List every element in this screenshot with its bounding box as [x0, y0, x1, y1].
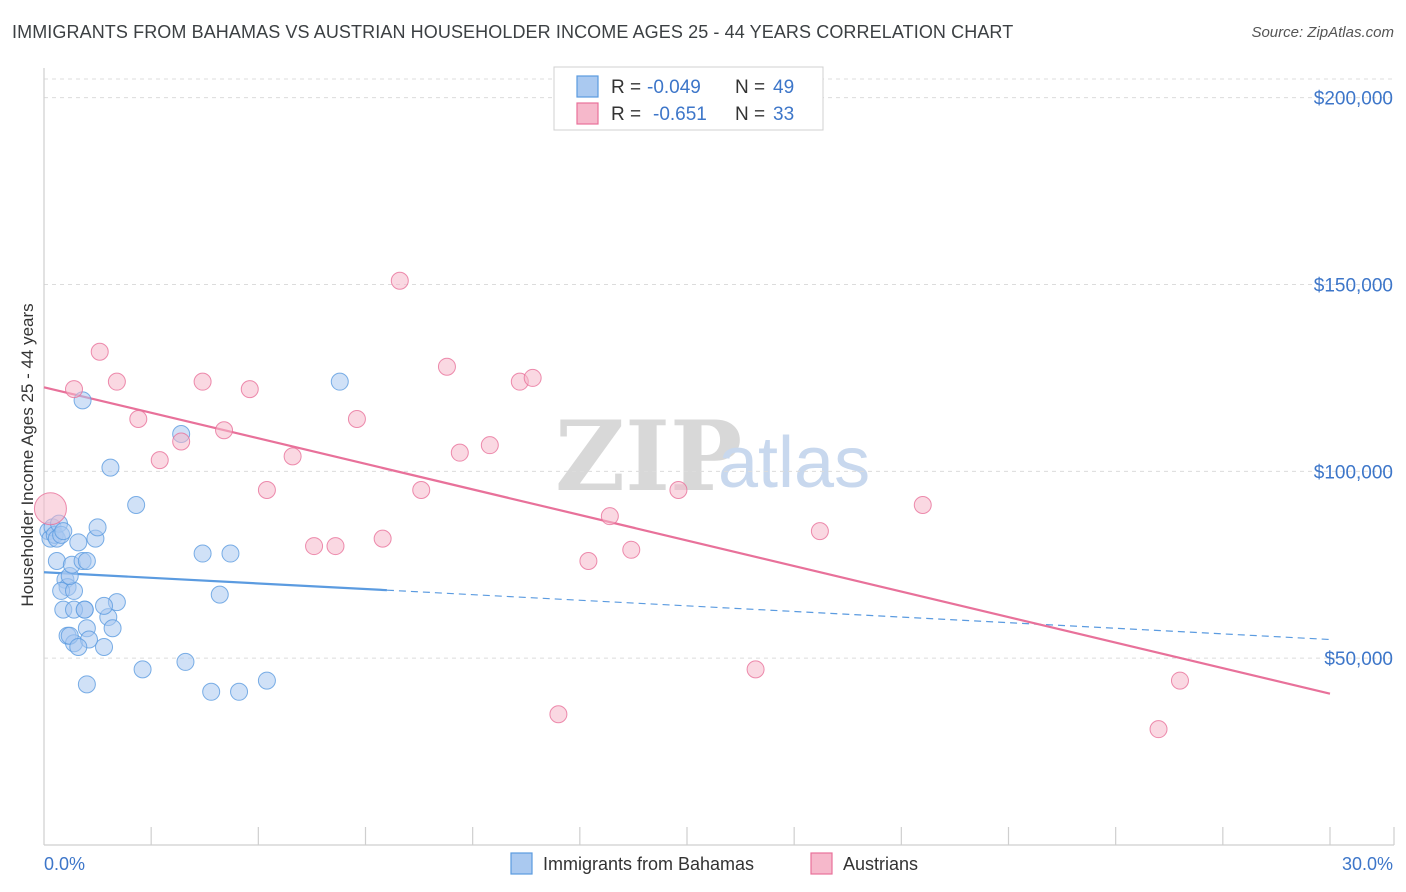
legend-swatch-austrians — [576, 102, 599, 125]
point-bahamas — [54, 522, 73, 541]
point-austrians — [579, 552, 598, 571]
point-austrians — [1170, 671, 1189, 690]
legend-r-value: -0.049 — [647, 77, 701, 98]
point-bahamas — [193, 544, 212, 563]
legend-n-value: 49 — [773, 77, 794, 98]
legend-n-label: N = — [735, 104, 765, 125]
point-bahamas — [133, 660, 152, 679]
point-bahamas — [230, 682, 249, 701]
point-austrians — [669, 481, 688, 500]
point-bahamas — [95, 596, 114, 615]
x-tick-label: 30.0% — [1342, 854, 1393, 874]
point-austrians — [107, 372, 126, 391]
legend-label-bahamas: Immigrants from Bahamas — [543, 854, 754, 874]
point-austrians — [326, 537, 345, 556]
legend-n-label: N = — [735, 77, 765, 98]
trend-line-austrians — [43, 386, 1331, 695]
chart-title: IMMIGRANTS FROM BAHAMAS VS AUSTRIAN HOUS… — [12, 22, 1014, 42]
point-austrians — [480, 436, 499, 455]
point-bahamas — [69, 637, 88, 656]
point-austrians — [549, 705, 568, 724]
point-bahamas — [69, 533, 88, 552]
y-axis-title: Householder Income Ages 25 - 44 years — [18, 303, 37, 606]
legend-swatch-austrians — [810, 852, 833, 875]
y-tick-label: $100,000 — [1314, 462, 1393, 483]
tick-labels: $50,000 $100,000 $150,000 $200,000 0.0% 30.0% — [44, 89, 1393, 874]
x-tick-label: 0.0% — [44, 854, 85, 874]
legend-swatch-bahamas — [510, 852, 533, 875]
point-bahamas — [77, 675, 96, 694]
point-bahamas — [101, 458, 120, 477]
point-bahamas — [47, 552, 66, 571]
point-bahamas — [127, 495, 146, 514]
point-austrians — [65, 380, 84, 399]
point-austrians — [129, 410, 148, 429]
point-austrians — [437, 357, 456, 376]
point-austrians — [172, 432, 191, 451]
legend-r-label: R = — [611, 104, 641, 125]
point-austrians — [257, 481, 276, 500]
point-austrians — [600, 507, 619, 526]
watermark-atlas: atlas — [718, 423, 870, 503]
legend-swatch-bahamas — [576, 75, 599, 98]
point-austrians — [373, 529, 392, 548]
point-austrians — [622, 540, 641, 559]
point-bahamas — [77, 552, 96, 571]
legend-r-value: -0.651 — [653, 104, 707, 125]
source-credit: Source: ZipAtlas.com — [1251, 24, 1394, 41]
legend-r-label: R = — [611, 77, 641, 98]
legend-label-austrians: Austrians — [843, 854, 918, 874]
point-austrians — [913, 495, 932, 514]
point-bahamas — [95, 637, 114, 656]
gridlines — [44, 78, 1394, 659]
point-austrians — [33, 492, 67, 526]
point-austrians — [523, 368, 542, 387]
point-austrians — [150, 451, 169, 470]
trend-line-bahamas-dashed — [386, 589, 1331, 641]
legend-n-value: 33 — [773, 104, 794, 125]
point-austrians — [90, 342, 109, 361]
y-tick-label: $50,000 — [1324, 649, 1393, 670]
point-austrians — [1149, 720, 1168, 739]
point-austrians — [746, 660, 765, 679]
point-austrians — [412, 481, 431, 500]
legend-bottom: Immigrants from Bahamas Austrians — [510, 852, 918, 875]
watermark-zip: ZIP — [555, 400, 742, 513]
legend-top-box — [553, 66, 824, 131]
point-bahamas — [176, 652, 195, 671]
point-austrians — [347, 410, 366, 429]
y-tick-label: $200,000 — [1314, 89, 1393, 110]
trend-line-bahamas — [43, 571, 387, 592]
point-austrians — [305, 537, 324, 556]
point-austrians — [240, 380, 259, 399]
y-tick-label: $150,000 — [1314, 276, 1393, 297]
point-bahamas — [221, 544, 240, 563]
point-austrians — [450, 443, 469, 462]
legend-top: R = -0.049 N = 49 R = -0.651 N = 33 — [553, 66, 824, 131]
point-bahamas — [202, 682, 221, 701]
point-austrians — [215, 421, 234, 440]
axes — [43, 68, 1395, 846]
point-bahamas — [103, 619, 122, 638]
point-bahamas — [210, 585, 229, 604]
point-austrians — [283, 447, 302, 466]
trend-lines — [43, 386, 1331, 695]
point-bahamas — [330, 372, 349, 391]
data-points — [33, 271, 1189, 739]
point-austrians — [810, 522, 829, 541]
point-bahamas — [75, 600, 94, 619]
point-bahamas — [88, 518, 107, 537]
point-bahamas — [65, 581, 84, 600]
point-bahamas — [257, 671, 276, 690]
point-austrians — [193, 372, 212, 391]
point-austrians — [390, 271, 409, 290]
